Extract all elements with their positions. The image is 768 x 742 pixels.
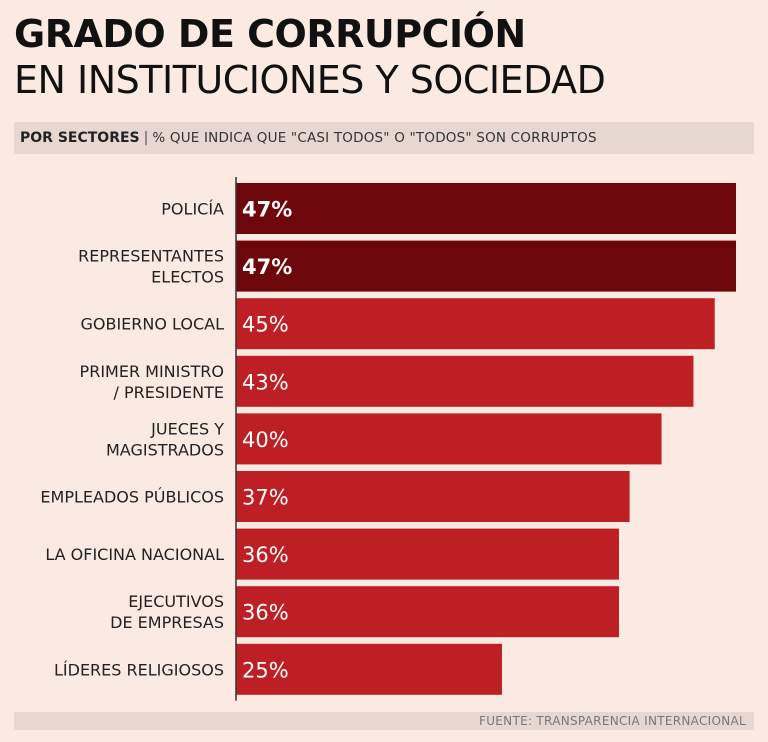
category-label-2: REPRESENTANTES ELECTOS xyxy=(78,247,224,287)
bar-8 xyxy=(236,586,619,638)
source-text: FUENTE: TRANSPARENCIA INTERNACIONAL xyxy=(479,714,746,728)
data-label-2: 47% xyxy=(242,255,292,279)
bar-2 xyxy=(236,240,736,292)
bar-6 xyxy=(236,471,630,522)
category-label-1: POLICÍA xyxy=(161,200,224,219)
subtitle-label: POR SECTORES xyxy=(20,130,140,146)
category-label-8: EJECUTIVOS DE EMPRESAS xyxy=(110,592,224,632)
data-label-7: 36% xyxy=(242,543,289,567)
category-label-3: GOBIERNO LOCAL xyxy=(80,315,224,334)
bar-5 xyxy=(236,413,662,465)
category-label-7: LA OFICINA NACIONAL xyxy=(45,545,224,564)
subtitle-separator: | xyxy=(143,130,149,146)
data-label-9: 25% xyxy=(242,658,289,682)
bar-4 xyxy=(236,355,694,407)
category-label-4: PRIMER MINISTRO / PRESIDENTE xyxy=(80,362,224,402)
category-label-6: EMPLEADOS PÚBLICOS xyxy=(40,488,224,507)
data-label-1: 47% xyxy=(242,198,292,222)
data-label-8: 36% xyxy=(242,601,289,625)
chart-title-line2: EN INSTITUCIONES Y SOCIEDAD xyxy=(14,58,606,102)
bar-9 xyxy=(236,643,502,695)
bar-3 xyxy=(236,298,715,350)
subtitle-description: % QUE INDICA QUE "CASI TODOS" O "TODOS" … xyxy=(152,130,597,146)
category-label-9: LÍDERES RELIGIOSOS xyxy=(54,660,224,679)
category-label-5: JUECES Y MAGISTRADOS xyxy=(106,419,224,459)
data-label-6: 37% xyxy=(242,486,289,510)
bar-1 xyxy=(236,183,736,234)
data-label-4: 43% xyxy=(242,370,289,394)
bar-7 xyxy=(236,528,619,580)
chart-subtitle-bar: POR SECTORES |% QUE INDICA QUE "CASI TODO… xyxy=(14,122,754,154)
data-label-3: 45% xyxy=(242,313,289,337)
data-label-5: 40% xyxy=(242,428,289,452)
source-footer: FUENTE: TRANSPARENCIA INTERNACIONAL xyxy=(14,712,754,730)
chart-title-line1: GRADO DE CORRUPCIÓN xyxy=(14,12,526,56)
